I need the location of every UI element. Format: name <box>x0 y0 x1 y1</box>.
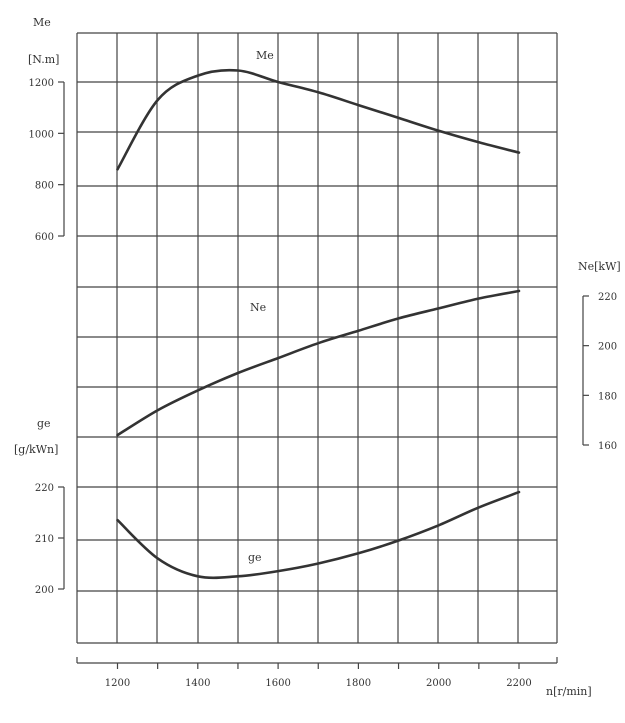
ne-tick-label: 220 <box>598 292 617 303</box>
axes: 600 800 1000 1200 160 180 200 220 200 210 220 1200 1… <box>29 78 618 689</box>
ge-tick-label: 210 <box>35 534 54 545</box>
x-tick-label: 1600 <box>265 678 290 689</box>
ge-axis-unit: [g/kWn] <box>14 443 58 456</box>
ge-tick-label: 220 <box>35 483 54 494</box>
me-curve <box>116 68 521 171</box>
me-tick-label: 1200 <box>29 78 54 89</box>
ge-curve <box>116 490 521 580</box>
ne-curve <box>116 289 521 437</box>
ne-axis-unit: Ne[kW] <box>578 260 621 273</box>
x-tick-label: 2200 <box>506 678 531 689</box>
me-tick-label: 800 <box>35 181 54 192</box>
curves <box>116 68 521 580</box>
ne-curve-label: Ne <box>250 301 266 314</box>
x-tick-label: 1800 <box>346 678 371 689</box>
me-curve-label: Me <box>256 49 274 62</box>
x-tick-label: 1200 <box>105 678 130 689</box>
me-axis-unit: [N.m] <box>28 53 59 66</box>
x-axis-label: n[r/min] <box>546 685 592 698</box>
ge-tick-label: 200 <box>35 585 54 596</box>
ge-curve-label: ge <box>248 551 262 564</box>
ne-tick-label: 180 <box>598 391 617 402</box>
me-axis-title: Me <box>33 16 51 29</box>
ne-tick-label: 200 <box>598 342 617 353</box>
me-tick-label: 1000 <box>29 129 54 140</box>
ne-tick-label: 160 <box>598 441 617 452</box>
ge-axis-title: ge <box>37 417 51 430</box>
x-tick-label: 1400 <box>185 678 210 689</box>
x-tick-label: 2000 <box>426 678 451 689</box>
plot-grid <box>76 32 558 644</box>
me-tick-label: 600 <box>35 232 54 243</box>
